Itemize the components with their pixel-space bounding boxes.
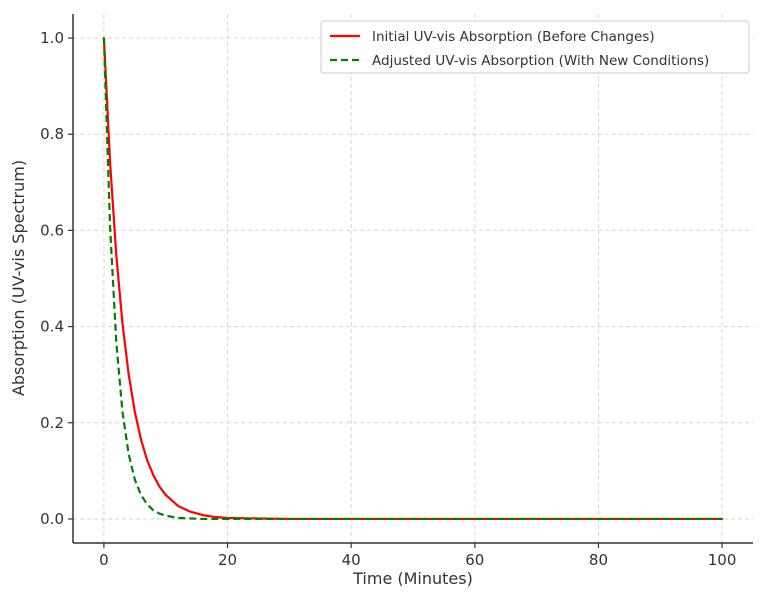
- x-tick-label: 20: [218, 551, 237, 569]
- series-group: [102, 36, 724, 521]
- y-tick-label: 0.0: [40, 510, 64, 528]
- y-tick-label: 0.2: [40, 414, 64, 432]
- y-tick-label: 1.0: [40, 29, 64, 47]
- legend-box: [320, 20, 750, 74]
- x-tick-label: 40: [342, 551, 361, 569]
- x-tick-label: 100: [708, 551, 737, 569]
- x-axis-ticks: 0 20 40 60 80 100: [99, 543, 736, 569]
- x-tick-label: 60: [465, 551, 484, 569]
- y-tick-label: 0.8: [40, 125, 64, 143]
- series-line-adjusted: [102, 38, 723, 521]
- x-axis-label: Time (Minutes): [352, 569, 473, 588]
- legend-label-adjusted: Adjusted UV-vis Absorption (With New Con…: [372, 53, 709, 69]
- y-axis-label: Absorption (UV-vis Spectrum): [9, 160, 28, 396]
- legend: Initial UV-vis Absorption (Before Change…: [320, 20, 750, 74]
- axes-spines: [72, 14, 753, 544]
- y-tick-label: 0.4: [40, 318, 64, 336]
- x-tick-label: 80: [589, 551, 608, 569]
- x-tick-label: 0: [99, 551, 109, 569]
- y-axis-ticks: 0.0 0.2 0.4 0.6 0.8 1.0: [40, 29, 73, 528]
- legend-label-initial: Initial UV-vis Absorption (Before Change…: [372, 29, 655, 45]
- y-tick-label: 0.6: [40, 221, 64, 239]
- series-line-initial: [102, 36, 724, 521]
